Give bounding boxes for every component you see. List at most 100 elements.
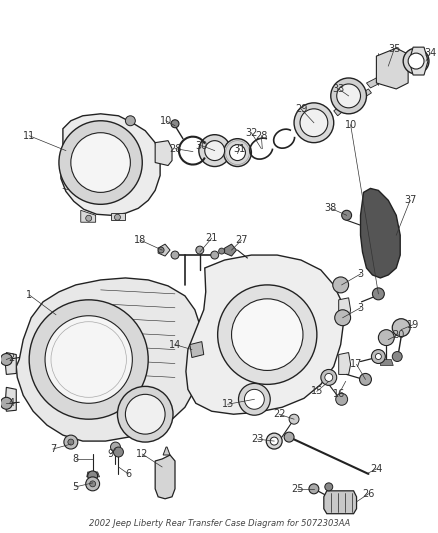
Polygon shape [185, 255, 343, 414]
Circle shape [29, 300, 148, 419]
Text: 2: 2 [8, 352, 14, 362]
Circle shape [85, 215, 92, 221]
Text: 24: 24 [369, 464, 381, 474]
Circle shape [114, 214, 120, 220]
Circle shape [231, 299, 302, 370]
Circle shape [88, 471, 97, 481]
Polygon shape [190, 342, 203, 358]
Circle shape [171, 120, 179, 128]
Polygon shape [338, 298, 350, 322]
Circle shape [110, 442, 120, 452]
Polygon shape [155, 141, 172, 166]
Text: 4: 4 [8, 398, 14, 408]
Circle shape [270, 437, 278, 445]
Polygon shape [163, 447, 170, 455]
Text: 37: 37 [403, 196, 415, 205]
Text: 22: 22 [272, 409, 285, 419]
Circle shape [45, 316, 132, 403]
Text: 28: 28 [169, 143, 181, 154]
Circle shape [0, 353, 12, 366]
Text: 23: 23 [251, 434, 263, 444]
Circle shape [299, 109, 327, 136]
Text: 28: 28 [254, 131, 267, 141]
Circle shape [64, 435, 78, 449]
Circle shape [223, 139, 251, 166]
Circle shape [198, 135, 230, 166]
Polygon shape [366, 66, 399, 88]
Circle shape [392, 352, 401, 361]
Circle shape [335, 393, 347, 405]
Polygon shape [333, 89, 371, 116]
Text: 29: 29 [294, 104, 307, 114]
Circle shape [407, 53, 423, 69]
Circle shape [378, 330, 393, 345]
Circle shape [359, 374, 371, 385]
Polygon shape [16, 278, 201, 441]
Text: 3: 3 [357, 303, 363, 313]
Text: 17: 17 [350, 359, 362, 369]
Circle shape [113, 447, 123, 457]
Polygon shape [81, 211, 95, 222]
Polygon shape [5, 387, 16, 411]
Circle shape [332, 277, 348, 293]
Circle shape [71, 133, 130, 192]
Polygon shape [408, 47, 427, 75]
Circle shape [371, 350, 385, 364]
Circle shape [0, 397, 12, 409]
Circle shape [324, 483, 332, 491]
Text: 30: 30 [195, 141, 208, 151]
Circle shape [217, 285, 316, 384]
Text: 10: 10 [159, 116, 172, 126]
Circle shape [218, 248, 224, 254]
Text: 5: 5 [73, 482, 79, 492]
Circle shape [204, 141, 224, 160]
Circle shape [308, 484, 318, 494]
Text: 2002 Jeep Liberty Rear Transfer Case Diagram for 5072303AA: 2002 Jeep Liberty Rear Transfer Case Dia… [88, 519, 349, 528]
Text: 1: 1 [26, 290, 32, 300]
Circle shape [171, 251, 179, 259]
Polygon shape [158, 244, 170, 256]
Polygon shape [61, 114, 160, 215]
Circle shape [338, 314, 346, 322]
Circle shape [117, 386, 173, 442]
Text: 16: 16 [332, 389, 344, 399]
Text: 33: 33 [332, 84, 344, 94]
Text: 34: 34 [423, 48, 435, 58]
Circle shape [334, 310, 350, 326]
Text: 13: 13 [221, 399, 233, 409]
Text: 10: 10 [344, 120, 356, 130]
Circle shape [158, 247, 164, 253]
Circle shape [68, 439, 74, 445]
Text: 20: 20 [391, 329, 403, 340]
Text: 26: 26 [361, 489, 374, 499]
Circle shape [330, 78, 366, 114]
Text: 21: 21 [205, 233, 217, 243]
Text: 14: 14 [169, 340, 181, 350]
Circle shape [210, 251, 218, 259]
Circle shape [336, 281, 344, 289]
Text: 35: 35 [387, 44, 399, 54]
Circle shape [125, 116, 135, 126]
Circle shape [320, 369, 336, 385]
Circle shape [374, 353, 381, 360]
Text: 25: 25 [290, 484, 303, 494]
Circle shape [244, 389, 264, 409]
Text: 15: 15 [310, 386, 322, 397]
Polygon shape [110, 213, 125, 220]
Circle shape [238, 383, 270, 415]
Text: 38: 38 [324, 203, 336, 213]
Circle shape [125, 394, 165, 434]
Circle shape [266, 433, 282, 449]
Circle shape [283, 432, 293, 442]
Circle shape [229, 144, 245, 160]
Text: 8: 8 [73, 454, 79, 464]
Circle shape [293, 103, 333, 143]
Polygon shape [5, 352, 16, 375]
Text: 9: 9 [107, 449, 113, 459]
Circle shape [195, 246, 203, 254]
Text: 3: 3 [357, 269, 363, 279]
Text: 32: 32 [245, 128, 257, 138]
Text: 18: 18 [134, 235, 146, 245]
Circle shape [59, 121, 142, 204]
Text: 11: 11 [23, 131, 35, 141]
